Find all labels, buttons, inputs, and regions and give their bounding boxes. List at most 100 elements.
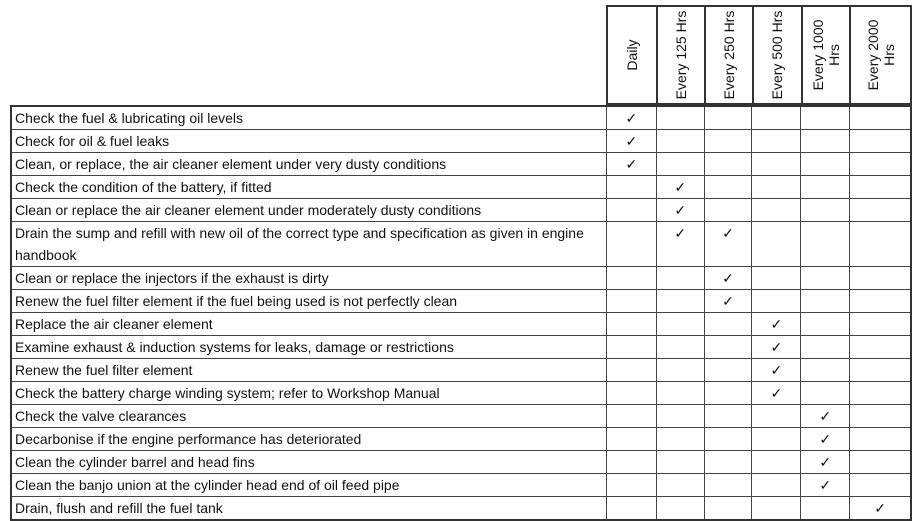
task-cell: Renew the fuel filter element (10, 358, 607, 382)
table-row: Replace the air cleaner element ✓ (10, 312, 912, 336)
check-mark-icon: ✓ (800, 427, 851, 451)
check-mark-icon: ✓ (751, 312, 802, 336)
column-header-label: Every 500 Hrs (769, 10, 786, 100)
column-header: Every 2000 Hrs (849, 5, 912, 105)
empty-cell (655, 381, 705, 405)
empty-cell (800, 312, 851, 336)
empty-cell (605, 335, 657, 359)
table-row: Clean or replace the air cleaner element… (10, 198, 912, 222)
empty-cell (655, 266, 705, 290)
maintenance-schedule-table: Check the fuel & lubricating oil levels ✓… (10, 105, 912, 521)
empty-cell (703, 312, 753, 336)
empty-cell (849, 129, 912, 153)
task-cell: Check the condition of the battery, if f… (10, 175, 607, 199)
task-cell: Clean, or replace, the air cleaner eleme… (10, 152, 607, 176)
empty-cell (605, 266, 657, 290)
empty-cell (703, 175, 753, 199)
empty-cell (849, 404, 912, 428)
empty-cell (655, 105, 705, 130)
empty-cell (849, 335, 912, 359)
empty-cell (605, 289, 657, 313)
empty-cell (703, 404, 753, 428)
check-mark-icon: ✓ (655, 198, 705, 222)
table-row: Renew the fuel filter element if the fue… (10, 289, 912, 313)
check-mark-icon: ✓ (703, 289, 753, 313)
empty-cell (703, 496, 753, 521)
empty-cell (751, 266, 802, 290)
empty-cell (800, 289, 851, 313)
column-header-label: Every 250 Hrs (720, 10, 737, 100)
empty-cell (605, 175, 657, 199)
task-cell: Examine exhaust & induction systems for … (10, 335, 607, 359)
empty-cell (800, 105, 851, 130)
empty-cell (849, 289, 912, 313)
empty-cell (605, 198, 657, 222)
task-cell: Replace the air cleaner element (10, 312, 607, 336)
check-mark-icon: ✓ (703, 266, 753, 290)
empty-cell (751, 496, 802, 521)
empty-cell (800, 221, 851, 267)
check-mark-icon: ✓ (751, 381, 802, 405)
column-header-label: Every 125 Hrs (672, 10, 689, 100)
empty-cell (800, 496, 851, 521)
empty-cell (605, 473, 657, 497)
table-row: Clean the cylinder barrel and head fins ✓ (10, 450, 912, 474)
empty-cell (849, 175, 912, 199)
empty-cell (655, 450, 705, 474)
empty-cell (849, 221, 912, 267)
table-row: Clean or replace the injectors if the ex… (10, 266, 912, 290)
empty-cell (655, 289, 705, 313)
empty-cell (605, 450, 657, 474)
empty-cell (605, 496, 657, 521)
empty-cell (703, 427, 753, 451)
table-row: Renew the fuel filter element ✓ (10, 358, 912, 382)
task-cell: Check the battery charge winding system;… (10, 381, 607, 405)
task-cell: Renew the fuel filter element if the fue… (10, 289, 607, 313)
task-cell: Decarbonise if the engine performance ha… (10, 427, 607, 451)
check-mark-icon: ✓ (655, 221, 705, 267)
empty-cell (751, 129, 802, 153)
table-row: Examine exhaust & induction systems for … (10, 335, 912, 359)
column-header: Every 1000 Hrs (800, 5, 852, 105)
empty-cell (800, 175, 851, 199)
empty-cell (605, 312, 657, 336)
empty-cell (605, 427, 657, 451)
task-cell: Check for oil & fuel leaks (10, 129, 607, 153)
empty-cell (655, 404, 705, 428)
empty-cell (605, 358, 657, 382)
empty-cell (751, 175, 802, 199)
empty-cell (751, 427, 802, 451)
check-mark-icon: ✓ (751, 335, 802, 359)
empty-cell (605, 404, 657, 428)
check-mark-icon: ✓ (605, 129, 657, 153)
table-row: Check the valve clearances ✓ (10, 404, 912, 428)
task-cell: Clean or replace the air cleaner element… (10, 198, 607, 222)
task-cell: Check the valve clearances (10, 404, 607, 428)
empty-cell (655, 312, 705, 336)
empty-cell (751, 152, 802, 176)
empty-cell (849, 105, 912, 130)
check-mark-icon: ✓ (751, 358, 802, 382)
empty-cell (703, 381, 753, 405)
check-mark-icon: ✓ (605, 105, 657, 130)
table-row: Clean the banjo union at the cylinder he… (10, 473, 912, 497)
column-header: Daily (606, 5, 658, 105)
empty-cell (751, 289, 802, 313)
table-row: Check the fuel & lubricating oil levels ✓ (10, 105, 912, 130)
check-mark-icon: ✓ (800, 450, 851, 474)
empty-cell (655, 496, 705, 521)
empty-cell (849, 473, 912, 497)
task-cell: Check the fuel & lubricating oil levels (10, 105, 607, 130)
table-row: Clean, or replace, the air cleaner eleme… (10, 152, 912, 176)
empty-cell (703, 358, 753, 382)
task-cell: Clean the cylinder barrel and head fins (10, 450, 607, 474)
column-header-label: Every 2000 Hrs (864, 19, 897, 91)
check-mark-icon: ✓ (800, 473, 851, 497)
table-row: Check the battery charge winding system;… (10, 381, 912, 405)
empty-cell (751, 473, 802, 497)
empty-cell (849, 450, 912, 474)
empty-cell (655, 473, 705, 497)
empty-cell (800, 381, 851, 405)
empty-cell (703, 152, 753, 176)
check-mark-icon: ✓ (849, 496, 912, 521)
